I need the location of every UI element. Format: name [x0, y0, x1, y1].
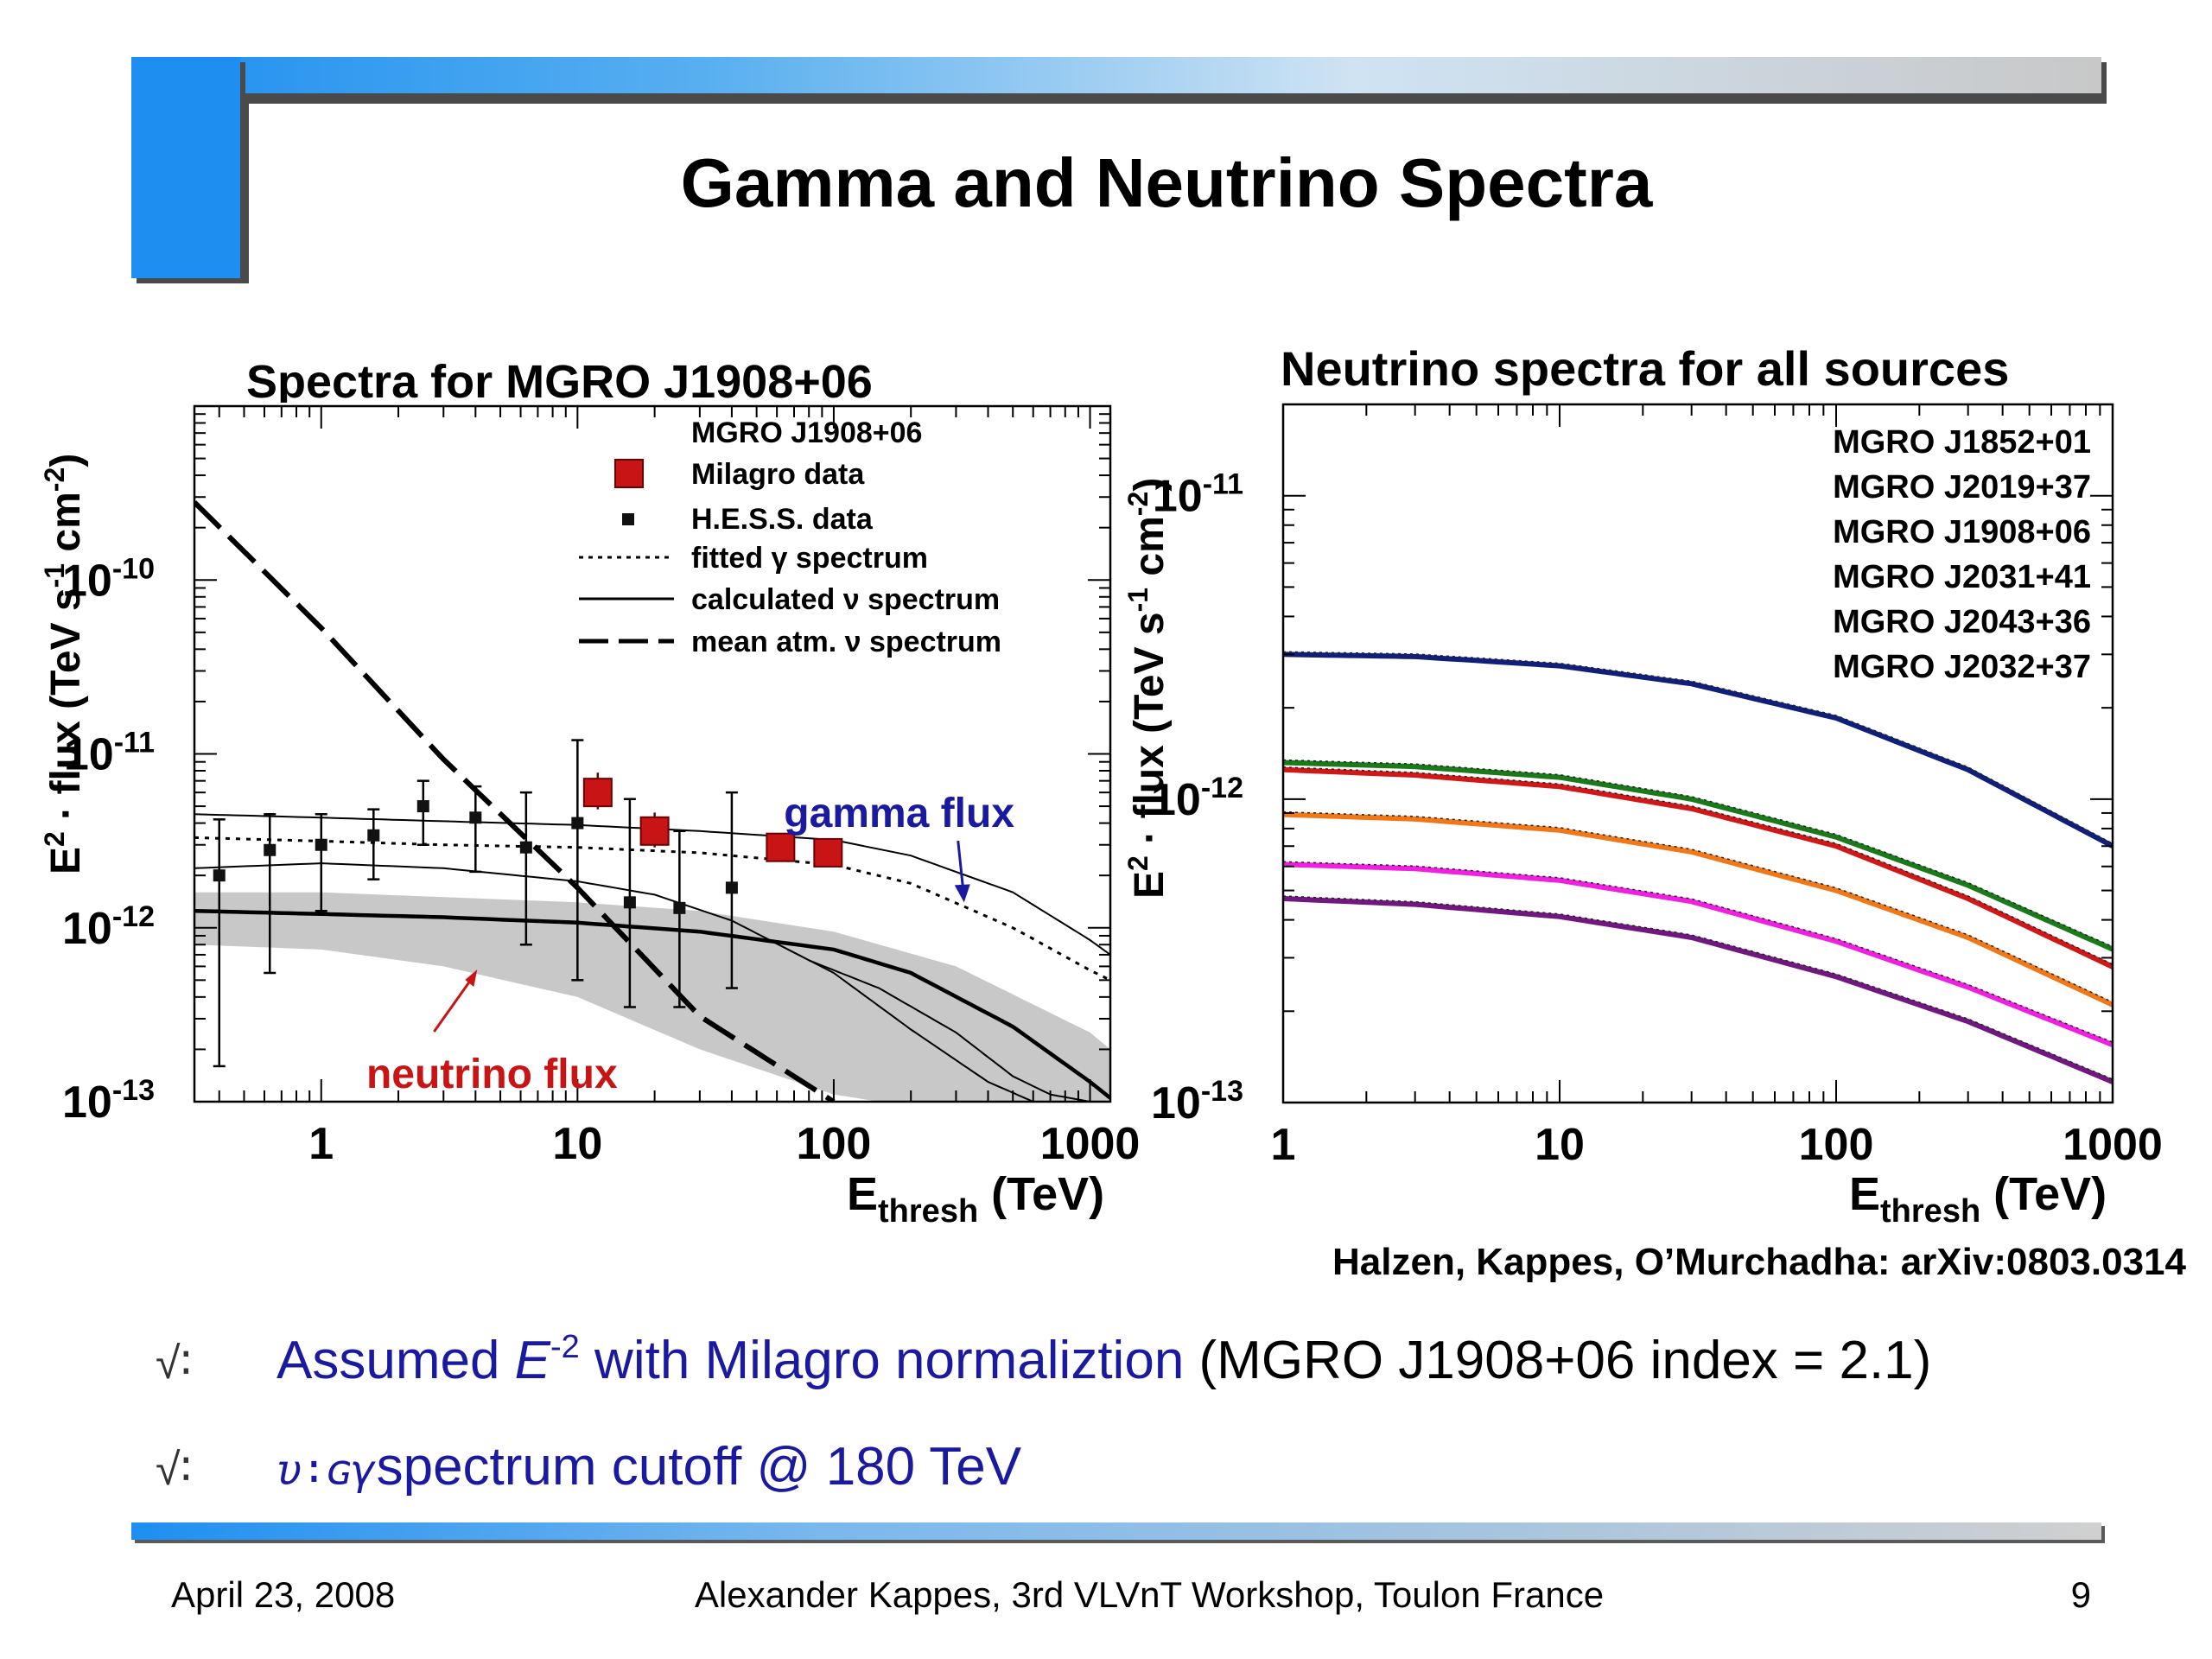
legend-calculated-label: calculated ν spectrum	[691, 583, 1000, 616]
legend-milagro-label: Milagro data	[691, 458, 865, 491]
source-spectrum-line	[1283, 766, 2113, 969]
footer-page-number: 9	[2070, 1574, 2091, 1615]
right-legend-item-5: MGRO J2032+37	[1833, 649, 2091, 685]
neutrino-flux-arrow	[433, 977, 474, 1033]
gamma-flux-annotation: gamma flux	[784, 791, 1014, 836]
milagro-data-point	[813, 837, 843, 868]
footer-date: April 23, 2008	[171, 1574, 396, 1615]
hess-data-point	[315, 838, 327, 851]
bullet-item: √∶ υ∶ɢγspectrum cutoff @ 180 TeV	[156, 1436, 1021, 1497]
right-y-tick-label: 10-12	[1151, 772, 1243, 825]
right-legend-item-1: MGRO J2019+37	[1833, 469, 2091, 505]
hess-data-point	[264, 843, 276, 856]
footer-center: Alexander Kappes, 3rd VLVnT Workshop, To…	[694, 1574, 1605, 1615]
hess-data-point	[623, 896, 636, 909]
right-x-axis-label: Ethresh (TeV)	[1849, 1168, 2107, 1230]
legend-milagro-symbol	[614, 459, 644, 488]
left-x-tick-label: 100	[797, 1119, 872, 1169]
hess-data-point	[367, 829, 380, 842]
citation: Halzen, Kappes, O’Murchadha: arXiv:0803.…	[1332, 1241, 2186, 1283]
bullet-marker: √∶	[156, 1445, 193, 1495]
bullet-text-part: with Milagro normaliztion	[579, 1331, 1185, 1390]
source-spectrum-line	[1283, 760, 2113, 952]
source-spectrum-line	[1283, 861, 2113, 1047]
milagro-data-point	[639, 816, 670, 846]
right-chart-title: Neutrino spectra for all sources	[1281, 341, 2009, 396]
milagro-data-point	[582, 778, 613, 808]
legend-hess-symbol	[622, 513, 634, 525]
right-legend-item-3: MGRO J2031+41	[1833, 559, 2091, 595]
source-spectrum-line	[1283, 811, 2113, 1007]
bullet-marker: √∶	[156, 1338, 193, 1389]
gamma-flux-arrow	[957, 840, 965, 891]
header-corner-inner	[240, 99, 249, 283]
right-chart: Neutrino spectra for all sources 1 10 100 1…	[1122, 341, 2163, 1230]
right-y-tick-label: 10-11	[1153, 468, 1243, 522]
curve-atm-nu	[194, 500, 836, 1102]
left-x-tick-label: 1	[308, 1119, 334, 1169]
neutrino-flux-annotation: neutrino flux	[366, 1052, 618, 1097]
source-spectrum-line	[1283, 652, 2113, 849]
bullet-text-part: (MGRO J1908+06 index = 2.1)	[1184, 1331, 1932, 1390]
left-y-tick-label: 10-12	[62, 900, 155, 954]
curve-thin-cutoff	[808, 959, 1090, 1102]
bullet-text-part: υ∶ɢγ	[276, 1446, 377, 1495]
right-x-tick-label: 10	[1535, 1120, 1585, 1170]
right-legend-item-2: MGRO J1908+06	[1833, 514, 2091, 550]
left-x-axis-label: Ethresh (TeV)	[847, 1168, 1104, 1230]
hess-data-point	[571, 817, 584, 830]
right-plot-frame	[1281, 403, 2114, 1104]
hess-data-point	[725, 881, 738, 894]
footer-bar	[131, 1522, 2101, 1540]
source-spectrum-dotted	[1283, 861, 2113, 1043]
bullet-text-part: spectrum cutoff @ 180 TeV	[376, 1437, 1022, 1497]
right-y-axis-label: E2 · flux (TeV s-1 cm-2)	[1122, 478, 1173, 899]
right-x-tick-label: 100	[1799, 1120, 1874, 1170]
header-corner-block	[131, 57, 240, 278]
bullet-text-part: Assumed	[276, 1331, 515, 1390]
hess-data-point	[673, 901, 686, 914]
legend-fitted-label: fitted γ spectrum	[691, 542, 928, 575]
slide-title: Gamma and Neutrino Spectra	[680, 144, 1653, 221]
right-y-tick-label: 10-13	[1151, 1075, 1243, 1128]
hess-data-point	[416, 800, 429, 813]
legend-hess-label: H.E.S.S. data	[691, 503, 874, 536]
left-y-axis-label: E2 · flux (TeV s-1 cm-2)	[39, 454, 89, 874]
curve-calc-nu-thin	[194, 862, 1034, 1102]
right-x-tick-label: 1000	[2063, 1120, 2163, 1170]
left-chart: Spectra for MGRO J1908+06 1 10 100 1000 10-1…	[39, 356, 1141, 1230]
right-legend-item-4: MGRO J2043+36	[1833, 604, 2091, 640]
legend-atm-label: mean atm. ν spectrum	[691, 626, 1001, 658]
header-bar-gradient	[131, 57, 2101, 99]
neutrino-flux-arrowhead	[465, 969, 478, 988]
curve-calc-nu-thick	[194, 908, 1110, 1100]
left-y-tick-label: 10-13	[62, 1074, 155, 1128]
header-bar-inner	[240, 93, 2101, 104]
bullet-text-part: -2	[550, 1329, 580, 1365]
right-legend-item-0: MGRO J1852+01	[1833, 424, 2091, 461]
left-x-tick-label: 1000	[1040, 1119, 1141, 1169]
hess-data-point	[469, 811, 482, 824]
hess-data-point	[213, 869, 226, 882]
milagro-data-point	[766, 832, 796, 862]
source-spectrum-dotted	[1283, 895, 2113, 1080]
neutrino-uncertainty-band	[194, 892, 1110, 1102]
left-legend-title: MGRO J1908+06	[691, 416, 922, 449]
source-spectrum-dotted	[1283, 766, 2113, 965]
hess-data-point	[519, 841, 532, 854]
left-chart-title: Spectra for MGRO J1908+06	[246, 356, 873, 408]
bullet-text-part: E	[514, 1331, 551, 1390]
source-spectrum-line	[1283, 896, 2113, 1084]
left-x-tick-label: 10	[552, 1119, 602, 1169]
bullet-item: √∶ Assumed E-2 with Milagro normaliztion …	[156, 1329, 1931, 1391]
right-x-tick-label: 1	[1271, 1120, 1296, 1170]
gamma-flux-arrowhead	[954, 884, 970, 903]
